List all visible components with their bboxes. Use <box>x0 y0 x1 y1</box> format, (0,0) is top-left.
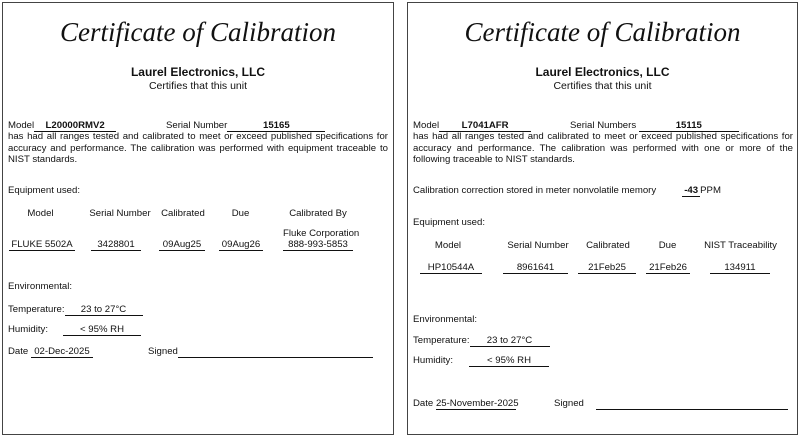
equipment-calibrated: 21Feb25 <box>578 263 636 274</box>
humidity-line: Humidity: < 95% RH <box>8 324 141 336</box>
header-due: Due <box>658 240 677 251</box>
subtitle: Certifies that this unit <box>148 80 248 92</box>
header-calibrated: Calibrated <box>586 240 630 251</box>
equipment-model: HP10544A <box>420 263 482 274</box>
paragraph: has had all ranges tested and calibrated… <box>413 131 793 165</box>
certificate-title: Certificate of Calibration <box>60 17 336 47</box>
temperature-value: 23 to 27°C <box>64 305 143 316</box>
correction-value: -43 <box>682 186 701 197</box>
serial-line: Serial Number 15165 <box>166 120 326 132</box>
signed-line: Signed <box>148 346 373 358</box>
header-nist-traceability: NIST Traceability <box>704 240 777 251</box>
model-label: Model <box>413 120 440 131</box>
humidity-value: < 95% RH <box>469 356 549 367</box>
header-calibrated: Calibrated <box>161 208 205 219</box>
correction-label: Calibration correction stored in meter n… <box>413 185 657 196</box>
environmental-label: Environmental: <box>8 281 72 292</box>
model-value: L7041AFR <box>439 121 532 132</box>
correction-unit: PPM <box>700 185 721 196</box>
signed-label: Signed <box>554 398 584 409</box>
temperature-label: Temperature: <box>8 304 65 315</box>
model-line: Model L20000RMV2 <box>8 120 117 132</box>
calibrated-by-company: Fluke Corporation <box>283 228 360 239</box>
model-line: Model L7041AFR <box>413 120 532 132</box>
serial-value: 15165 <box>227 121 326 132</box>
signed-line: Signed <box>554 398 788 410</box>
signed-label: Signed <box>148 346 178 357</box>
equipment-model: FLUKE 5502A <box>9 240 75 251</box>
signature-field <box>177 347 373 358</box>
company-name: Laurel Electronics, LLC <box>130 65 266 79</box>
temperature-value: 23 to 27°C <box>469 336 550 347</box>
header-model: Model <box>434 240 462 251</box>
date-line: Date 02-Dec-2025 <box>8 346 93 358</box>
equipment-label: Equipment used: <box>8 185 80 196</box>
equipment-label: Equipment used: <box>413 217 485 228</box>
model-label: Model <box>8 120 35 131</box>
temperature-label: Temperature: <box>413 335 470 346</box>
humidity-line: Humidity: < 95% RH <box>413 355 549 367</box>
date-line: Date 25-November-2025 <box>413 398 519 410</box>
paragraph: has had all ranges tested and calibrated… <box>8 131 388 165</box>
company-name: Laurel Electronics, LLC <box>535 65 670 79</box>
equipment-serial: 3428801 <box>91 240 141 251</box>
correction-line: Calibration correction stored in meter n… <box>413 185 721 197</box>
certificate-right: Certificate of Calibration Laurel Electr… <box>407 2 798 435</box>
environmental-label: Environmental: <box>413 314 477 325</box>
humidity-value: < 95% RH <box>63 325 141 336</box>
certificate-left: Certificate of Calibration Laurel Electr… <box>2 2 394 435</box>
model-value: L20000RMV2 <box>34 121 117 132</box>
serial-label: Serial Number <box>166 120 228 131</box>
serial-label: Serial Numbers <box>570 120 637 131</box>
header-serial: Serial Number <box>507 240 569 251</box>
equipment-due: 09Aug26 <box>219 240 263 251</box>
signature-field <box>595 399 788 410</box>
humidity-label: Humidity: <box>8 324 48 335</box>
header-calibrated-by: Calibrated By <box>289 208 347 219</box>
humidity-label: Humidity: <box>413 355 453 366</box>
certificate-title: Certificate of Calibration <box>464 17 741 47</box>
calibrated-by-phone: 888-993-5853 <box>283 240 353 251</box>
date-value: 25-November-2025 <box>435 398 519 410</box>
equipment-calibrated: 09Aug25 <box>159 240 205 251</box>
date-label: Date <box>413 398 434 409</box>
header-serial: Serial Number <box>89 208 151 219</box>
temperature-line: Temperature: 23 to 27°C <box>8 304 143 316</box>
equipment-nist: 134911 <box>710 263 770 274</box>
header-model: Model <box>27 208 54 219</box>
equipment-due: 21Feb26 <box>646 263 690 274</box>
temperature-line: Temperature: 23 to 27°C <box>413 335 550 347</box>
subtitle: Certifies that this unit <box>553 80 652 92</box>
date-label: Date <box>8 346 29 357</box>
serial-value: 15115 <box>638 121 739 132</box>
header-due: Due <box>231 208 250 219</box>
equipment-serial: 8961641 <box>503 263 568 274</box>
date-value: 02-Dec-2025 <box>30 347 93 358</box>
serial-line: Serial Numbers 15115 <box>570 120 739 132</box>
